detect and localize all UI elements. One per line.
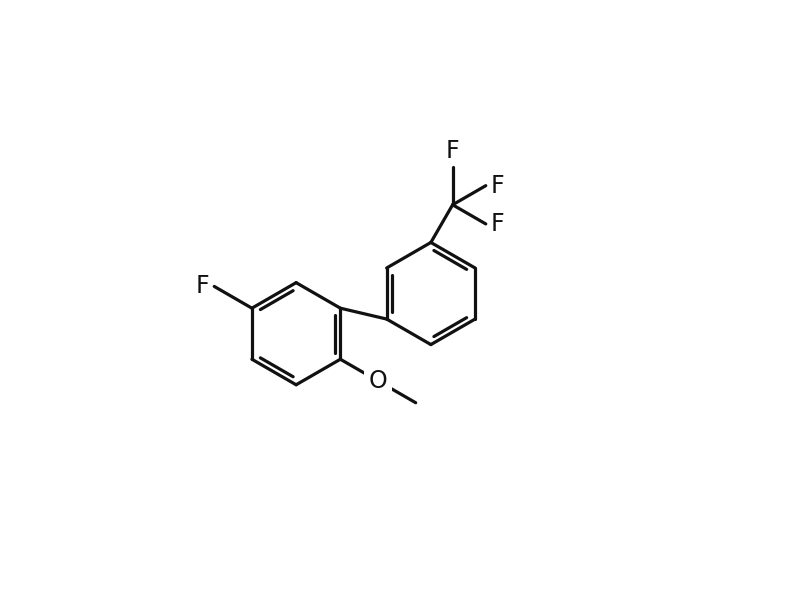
Text: F: F [446, 139, 460, 163]
Text: F: F [491, 174, 504, 198]
Text: F: F [196, 274, 209, 298]
Text: F: F [491, 212, 504, 236]
Text: O: O [369, 369, 387, 393]
